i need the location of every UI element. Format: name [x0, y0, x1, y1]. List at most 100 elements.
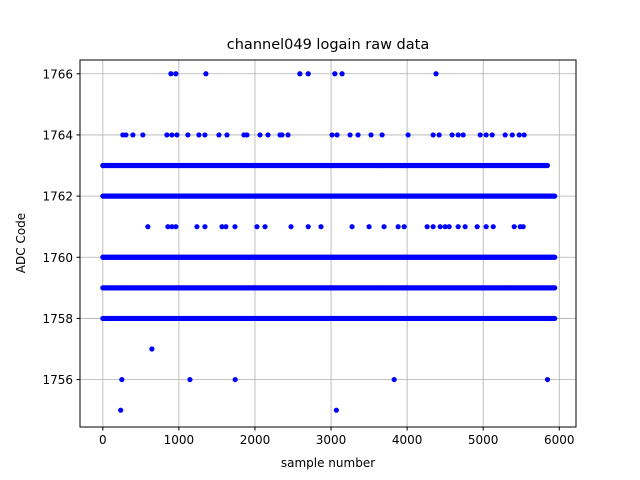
axis-ticks: 0 1000 2000 3000 4000 5000 6000 1756 1758 1760 176… — [42, 67, 574, 447]
data-point — [285, 132, 291, 138]
data-point — [168, 71, 174, 77]
y-axis-label: ADC Code — [14, 213, 28, 273]
y-tick-label: 1766 — [42, 67, 73, 81]
data-point — [430, 224, 436, 230]
data-point — [118, 407, 124, 413]
data-point — [203, 71, 209, 77]
data-point — [254, 224, 260, 230]
data-point — [401, 224, 407, 230]
y-tick-label: 1762 — [42, 190, 73, 204]
data-point — [164, 132, 170, 138]
data-point — [169, 224, 175, 230]
data-point — [257, 132, 263, 138]
data-point — [318, 224, 324, 230]
data-point — [169, 132, 175, 138]
data-point — [347, 132, 353, 138]
data-point — [202, 224, 208, 230]
data-point — [224, 132, 230, 138]
data-point — [145, 224, 151, 230]
data-point — [187, 376, 193, 383]
data-point — [436, 132, 442, 138]
data-point — [173, 224, 179, 230]
data-point — [442, 224, 448, 230]
data-point — [433, 71, 439, 77]
data-point — [544, 162, 550, 169]
data-point — [552, 254, 558, 260]
data-point — [521, 132, 527, 138]
data-point — [483, 224, 489, 230]
data-points — [100, 71, 558, 413]
data-point — [477, 132, 483, 138]
data-point — [430, 132, 436, 138]
data-point — [149, 346, 155, 352]
data-point — [437, 224, 443, 230]
x-tick-label: 2000 — [240, 433, 271, 447]
data-point — [391, 376, 397, 383]
data-point — [552, 285, 558, 291]
data-point — [520, 224, 526, 230]
x-axis-label: sample number — [281, 456, 375, 470]
data-point — [305, 71, 311, 77]
data-point — [379, 132, 385, 138]
data-point — [216, 132, 222, 138]
data-point — [462, 224, 468, 230]
data-point — [395, 224, 401, 230]
x-tick-label: 4000 — [392, 433, 423, 447]
data-point — [483, 132, 489, 138]
x-tick-label: 1000 — [164, 433, 195, 447]
data-point — [130, 132, 136, 138]
data-point — [219, 224, 225, 230]
data-point — [279, 132, 285, 138]
data-point — [232, 376, 238, 383]
data-point — [223, 224, 229, 230]
data-point — [202, 132, 208, 138]
data-point — [349, 224, 355, 230]
data-point — [355, 132, 361, 138]
data-point — [297, 71, 303, 77]
data-point — [196, 132, 202, 138]
y-tick-label: 1764 — [42, 128, 73, 142]
data-point — [305, 224, 311, 230]
data-point — [332, 71, 338, 77]
data-point — [185, 132, 191, 138]
data-point — [455, 132, 461, 138]
data-point — [446, 224, 452, 230]
x-tick-label: 5000 — [468, 433, 499, 447]
data-point — [232, 224, 238, 230]
data-point — [334, 132, 340, 138]
data-point — [123, 132, 129, 138]
data-point — [449, 132, 455, 138]
data-point — [262, 224, 268, 230]
data-point — [460, 132, 466, 138]
data-point — [489, 132, 495, 138]
data-point — [405, 132, 411, 138]
data-point — [511, 224, 517, 230]
y-tick-label: 1760 — [42, 251, 73, 265]
data-point — [165, 224, 171, 230]
y-tick-label: 1758 — [42, 312, 73, 326]
x-tick-label: 3000 — [316, 433, 347, 447]
data-point — [119, 376, 125, 383]
data-point — [502, 132, 508, 138]
plot-frame — [79, 59, 577, 428]
data-point — [516, 132, 522, 138]
data-point — [490, 224, 496, 230]
data-point — [333, 407, 339, 413]
data-point — [265, 132, 271, 138]
y-tick-label: 1756 — [42, 373, 73, 387]
x-tick-label: 6000 — [544, 433, 575, 447]
data-point — [509, 132, 515, 138]
data-point — [424, 224, 430, 230]
data-point — [381, 224, 387, 230]
data-point — [366, 224, 372, 230]
data-point — [194, 224, 200, 230]
data-point — [244, 132, 250, 138]
data-point — [552, 315, 558, 322]
data-point — [174, 132, 180, 138]
x-tick-label: 0 — [99, 433, 107, 447]
data-point — [474, 224, 480, 230]
data-point — [339, 71, 345, 77]
data-point — [552, 193, 558, 199]
